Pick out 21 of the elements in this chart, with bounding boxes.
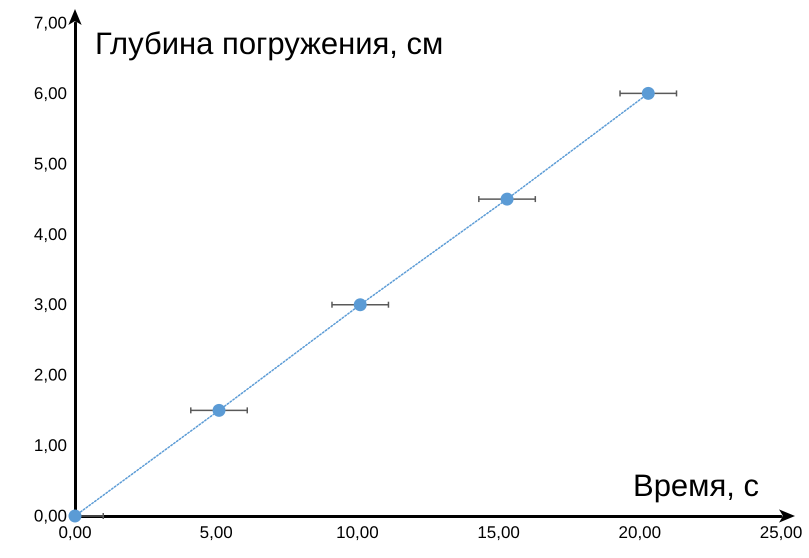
y-tick-label: 4,00	[34, 224, 67, 244]
y-axis-title: Глубина погружения, см	[95, 26, 444, 61]
x-tick-label: 25,00	[760, 523, 802, 542]
point	[212, 404, 226, 417]
x-tick-label: 15,00	[477, 523, 520, 542]
y-tick-label: 1,00	[34, 436, 67, 456]
x-tick-label: 0,00	[58, 523, 92, 542]
y-tick-label: 0,00	[34, 506, 67, 526]
point	[500, 192, 514, 206]
x-tick-label: 20,00	[618, 523, 662, 542]
y-tick-label: 2,00	[34, 366, 67, 385]
point	[354, 298, 367, 312]
x-tick-label: 5,00	[200, 523, 233, 542]
point	[642, 86, 655, 100]
y-tick-label: 7,00	[34, 14, 67, 32]
point	[68, 510, 82, 522]
y-tick-label: 3,00	[34, 295, 67, 314]
y-tick-label: 5,00	[34, 154, 67, 174]
x-axis-title: Время, с	[633, 468, 759, 503]
y-tick-label: 6,00	[34, 84, 67, 103]
x-tick-label: 10,00	[336, 523, 379, 542]
